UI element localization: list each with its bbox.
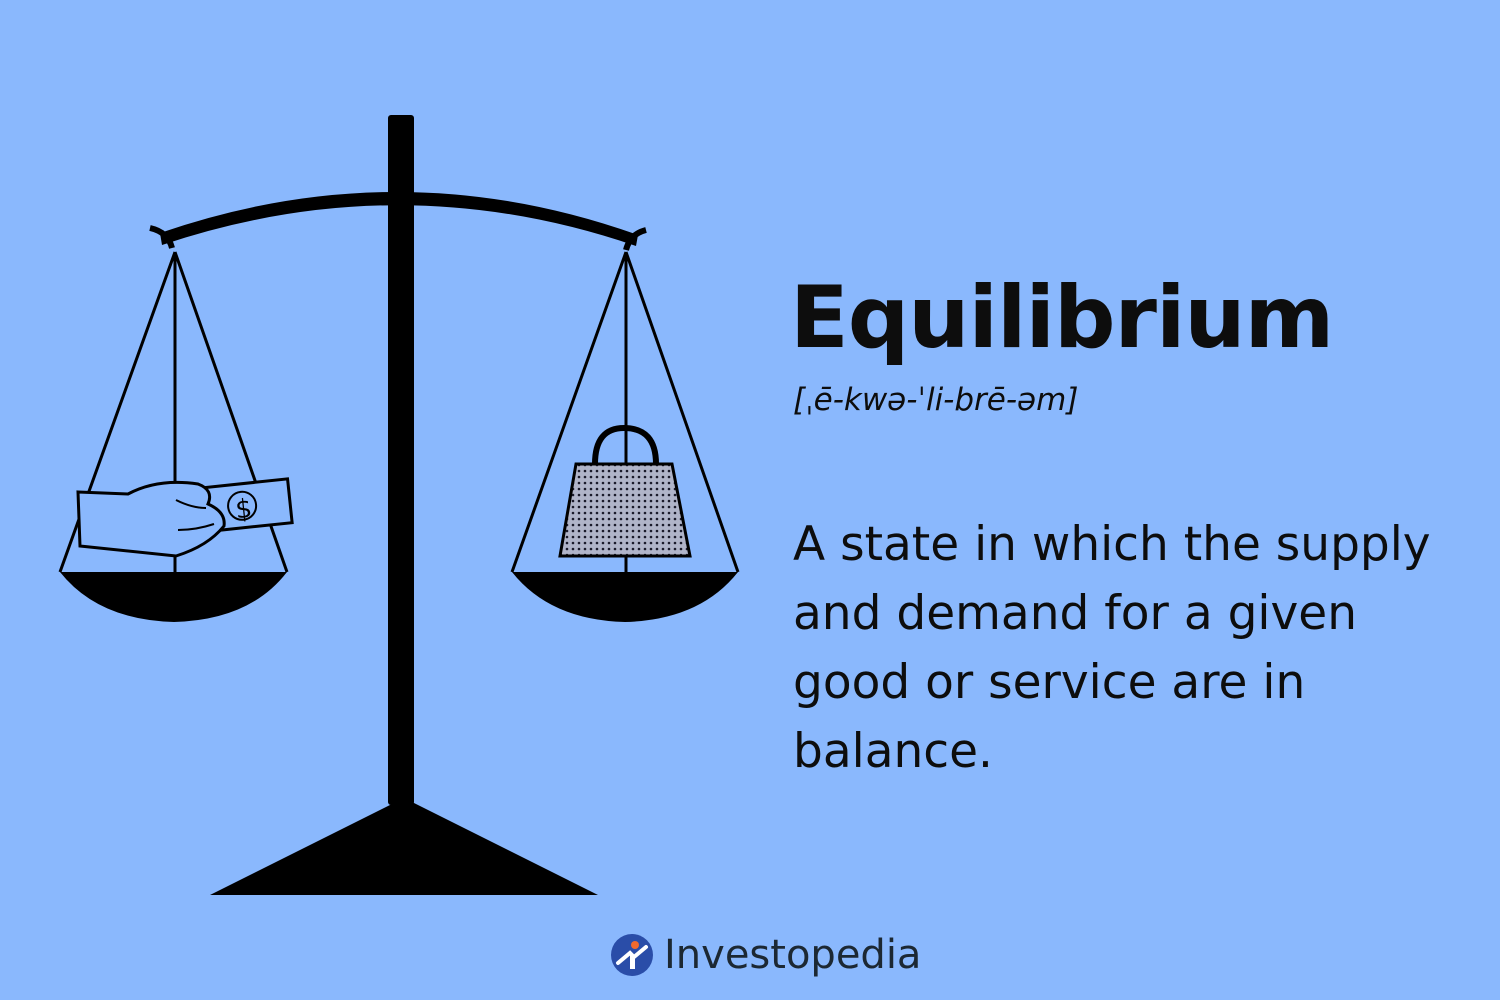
brand-logo[interactable]: Investopedia [610, 932, 921, 978]
dollar-sign: $ [234, 494, 254, 526]
brand-name: Investopedia [664, 932, 922, 978]
investopedia-logo-icon [611, 934, 653, 976]
hand-dollar-icon: $ [76, 477, 294, 558]
pronunciation: [ˌē-kwə-ˈli-brē-əm] [793, 382, 1079, 418]
definition-text: A state in which the supply and demand f… [793, 517, 1431, 779]
scale-beam [160, 191, 638, 246]
left-pan [58, 251, 289, 622]
term-title: Equilibrium [790, 268, 1334, 368]
right-pan [510, 251, 740, 622]
weight-icon [558, 424, 692, 558]
scale-base [210, 798, 598, 895]
scale-pole [388, 115, 414, 805]
balance-scale-illustration: $ [58, 115, 740, 895]
